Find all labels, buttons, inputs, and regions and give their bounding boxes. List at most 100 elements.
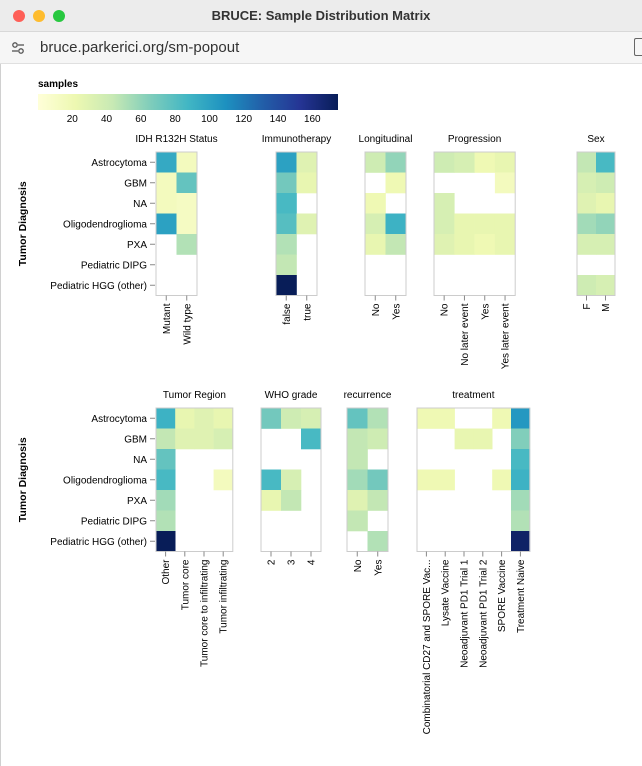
heatmap-cell[interactable]: [367, 469, 389, 491]
heatmap-cell[interactable]: [367, 408, 389, 429]
url-text[interactable]: bruce.parkerici.org/sm-popout: [40, 39, 240, 56]
heatmap-cell[interactable]: [156, 449, 176, 470]
heatmap-cell[interactable]: [347, 428, 368, 450]
heatmap-cell[interactable]: [494, 213, 516, 235]
heatmap-cell[interactable]: [365, 152, 386, 173]
heatmap-cell[interactable]: [276, 234, 297, 255]
heatmap-cell[interactable]: [385, 152, 407, 173]
heatmap-cell[interactable]: [276, 172, 297, 194]
heatmap-cell[interactable]: [474, 234, 496, 255]
heatmap-cell[interactable]: [454, 234, 475, 255]
heatmap-cell[interactable]: [511, 531, 531, 552]
heatmap-cell[interactable]: [511, 449, 531, 470]
heatmap-cell[interactable]: [577, 193, 597, 214]
heatmap-cell[interactable]: [156, 152, 177, 173]
heatmap-cell[interactable]: [281, 469, 302, 491]
heatmap-cell[interactable]: [175, 408, 195, 429]
heatmap-cell[interactable]: [435, 408, 455, 429]
heatmap-cell[interactable]: [417, 469, 437, 491]
heatmap-cell[interactable]: [276, 152, 297, 173]
heatmap-cell[interactable]: [176, 172, 198, 194]
heatmap-cell[interactable]: [176, 193, 198, 214]
heatmap-cell[interactable]: [596, 172, 616, 194]
heatmap-cell[interactable]: [194, 408, 214, 429]
heatmap-cell[interactable]: [156, 408, 176, 429]
heatmap-cell[interactable]: [494, 172, 516, 194]
heatmap-cell[interactable]: [473, 428, 493, 450]
heatmap-cell[interactable]: [296, 213, 318, 235]
heatmap-cell[interactable]: [261, 408, 282, 429]
heatmap-cell[interactable]: [194, 428, 214, 450]
heatmap-cell[interactable]: [577, 213, 597, 235]
heatmap-cell[interactable]: [175, 428, 195, 450]
heatmap-cell[interactable]: [156, 428, 176, 450]
heatmap-cell[interactable]: [301, 408, 322, 429]
heatmap-cell[interactable]: [434, 193, 455, 214]
maximize-window-button[interactable]: [53, 10, 65, 22]
heatmap-cell[interactable]: [494, 152, 516, 173]
heatmap-cell[interactable]: [156, 510, 176, 532]
heatmap-cell[interactable]: [156, 469, 176, 491]
heatmap-cell[interactable]: [596, 213, 616, 235]
heatmap-cell[interactable]: [492, 469, 512, 491]
heatmap-cell[interactable]: [577, 234, 597, 255]
heatmap-cell[interactable]: [296, 172, 318, 194]
heatmap-cell[interactable]: [596, 152, 616, 173]
heatmap-cell[interactable]: [347, 469, 368, 491]
heatmap-cell[interactable]: [347, 510, 368, 532]
heatmap-cell[interactable]: [367, 531, 389, 552]
heatmap-cell[interactable]: [261, 469, 282, 491]
heatmap-cell[interactable]: [596, 234, 616, 255]
heatmap-cell[interactable]: [511, 510, 531, 532]
heatmap-cell[interactable]: [156, 172, 177, 194]
heatmap-cell[interactable]: [454, 152, 475, 173]
extension-icon[interactable]: [634, 38, 642, 56]
heatmap-cell[interactable]: [511, 469, 531, 491]
heatmap-cell[interactable]: [365, 193, 386, 214]
heatmap-cell[interactable]: [454, 428, 474, 450]
heatmap-cell[interactable]: [577, 275, 597, 296]
heatmap-cell[interactable]: [385, 172, 407, 194]
heatmap-cell[interactable]: [213, 408, 234, 429]
heatmap-cell[interactable]: [596, 193, 616, 214]
heatmap-cell[interactable]: [276, 193, 297, 214]
heatmap-cell[interactable]: [213, 428, 234, 450]
heatmap-cell[interactable]: [385, 234, 407, 255]
heatmap-cell[interactable]: [434, 234, 455, 255]
heatmap-cell[interactable]: [511, 408, 531, 429]
heatmap-cell[interactable]: [261, 490, 282, 511]
heatmap-cell[interactable]: [347, 408, 368, 429]
heatmap-cell[interactable]: [435, 469, 455, 491]
heatmap-cell[interactable]: [596, 275, 616, 296]
heatmap-cell[interactable]: [301, 428, 322, 450]
heatmap-cell[interactable]: [281, 408, 302, 429]
heatmap-cell[interactable]: [176, 234, 198, 255]
heatmap-cell[interactable]: [367, 490, 389, 511]
heatmap-cell[interactable]: [474, 152, 496, 173]
heatmap-cell[interactable]: [365, 213, 386, 235]
heatmap-cell[interactable]: [156, 193, 177, 214]
heatmap-cell[interactable]: [176, 152, 198, 173]
heatmap-cell[interactable]: [367, 428, 389, 450]
heatmap-cell[interactable]: [417, 408, 437, 429]
heatmap-cell[interactable]: [276, 275, 297, 296]
heatmap-cell[interactable]: [296, 152, 318, 173]
heatmap-cell[interactable]: [511, 428, 531, 450]
heatmap-cell[interactable]: [434, 213, 455, 235]
heatmap-cell[interactable]: [156, 213, 177, 235]
heatmap-cell[interactable]: [454, 213, 475, 235]
heatmap-cell[interactable]: [276, 254, 297, 276]
close-window-button[interactable]: [13, 10, 25, 22]
minimize-window-button[interactable]: [33, 10, 45, 22]
heatmap-cell[interactable]: [385, 213, 407, 235]
heatmap-cell[interactable]: [365, 234, 386, 255]
heatmap-cell[interactable]: [434, 152, 455, 173]
heatmap-cell[interactable]: [156, 531, 176, 552]
heatmap-cell[interactable]: [494, 234, 516, 255]
heatmap-cell[interactable]: [577, 152, 597, 173]
heatmap-cell[interactable]: [474, 213, 496, 235]
heatmap-cell[interactable]: [176, 213, 198, 235]
heatmap-cell[interactable]: [281, 490, 302, 511]
site-settings-icon[interactable]: [10, 40, 26, 56]
heatmap-cell[interactable]: [213, 469, 234, 491]
